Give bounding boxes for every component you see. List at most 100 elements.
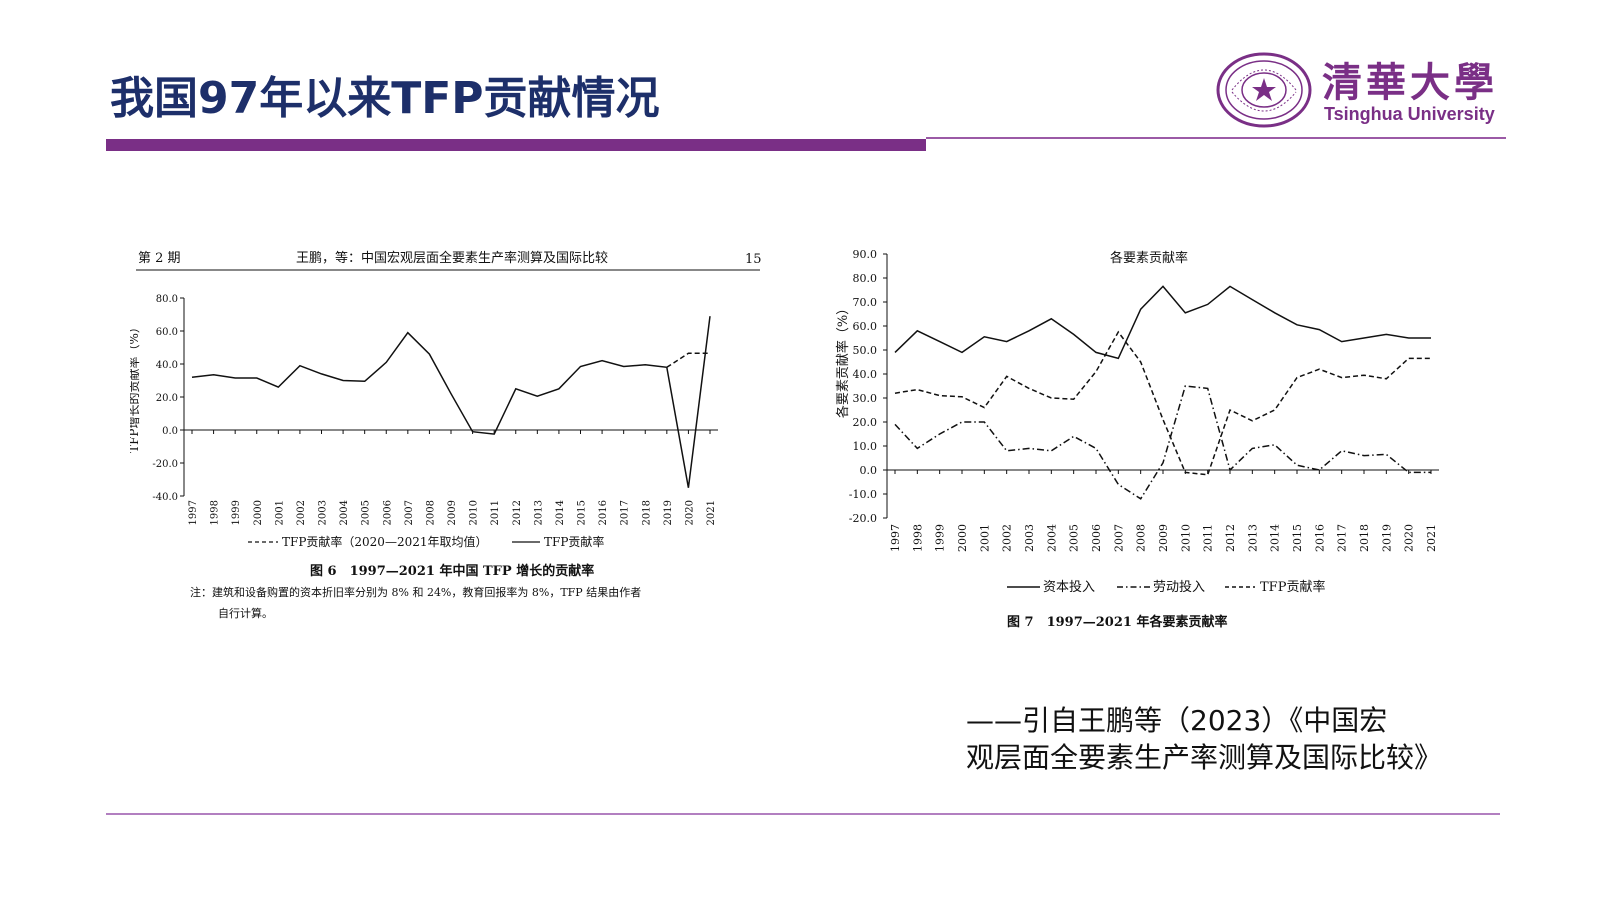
x-tick-label: 2001 — [274, 500, 285, 525]
chart-factor-contribution: 各要素贡献率 各要素贡献率（%） 90.0 80.0 70.0 60.0 50.0 40.… — [835, 248, 1439, 630]
citation-line1: ——引自王鹏等（2023）《中国宏 — [966, 704, 1388, 737]
x-tick-label: 2010 — [469, 500, 480, 525]
series-line-dashed — [894, 330, 1431, 476]
axes: 90.0 80.0 70.0 60.0 50.0 40.0 30.0 20.0 10.0 0.0 -… — [849, 248, 1439, 552]
x-tick-label: 2016 — [1313, 524, 1326, 552]
x-tick-label: 2000 — [253, 500, 264, 525]
x-tick-label: 2000 — [956, 524, 969, 552]
university-logo: 清華大學 Tsinghua University — [1216, 50, 1516, 130]
y-tick-label: -20.0 — [152, 459, 178, 470]
x-tick-label: 2009 — [1157, 524, 1170, 552]
x-tick-label: 2018 — [1358, 524, 1371, 552]
legend-label-tfp: TFP贡献率 — [1260, 579, 1325, 595]
x-tick-label: 2010 — [1179, 524, 1192, 552]
logo-chinese-name: 清華大學 — [1322, 59, 1498, 106]
citation-text: ——引自王鹏等（2023）《中国宏 观层面全要素生产率测算及国际比较》 — [966, 702, 1506, 776]
footer-rule — [106, 813, 1500, 815]
legend-label-capital: 资本投入 — [1043, 579, 1095, 595]
x-tick-label: 2004 — [339, 500, 350, 525]
x-tick-label: 2012 — [512, 500, 523, 525]
y-tick-label: 40.0 — [156, 360, 178, 371]
legend: 资本投入 劳动投入 TFP贡献率 — [1007, 579, 1325, 595]
x-tick-label: 1998 — [210, 500, 221, 525]
figure-note-line2: 自行计算。 — [218, 606, 273, 620]
x-tick-label: 2007 — [404, 500, 415, 525]
x-tick-label: 2008 — [1135, 524, 1148, 552]
figure-note-line1: 注：建筑和设备购置的资本折旧率分别为 8% 和 24%，教育回报率为 8%，TF… — [190, 585, 641, 599]
title-underline-thick — [106, 139, 926, 151]
x-tick-label: 2017 — [1336, 524, 1349, 552]
x-tick-label: 2014 — [1269, 524, 1282, 552]
y-tick-label: 0.0 — [860, 464, 878, 477]
y-tick-label: 20.0 — [156, 393, 178, 404]
x-tick-label: 1999 — [934, 524, 947, 552]
y-tick-label: 20.0 — [853, 416, 878, 429]
x-tick-label: 1998 — [911, 524, 924, 552]
x-tick-label: 2001 — [978, 524, 991, 552]
x-tick-label: 2005 — [1068, 524, 1081, 552]
x-tick-label: 1999 — [231, 500, 242, 525]
x-tick-label: 2012 — [1224, 524, 1237, 552]
logo-english-name: Tsinghua University — [1324, 104, 1495, 124]
y-tick-label: 80.0 — [853, 272, 878, 285]
x-tick-label: 2005 — [361, 500, 372, 525]
x-tick-label: 2021 — [706, 500, 717, 525]
x-tick-label: 2013 — [533, 500, 544, 525]
x-tick-label: 2003 — [318, 500, 329, 525]
y-tick-label: 40.0 — [853, 368, 878, 381]
x-tick-label: 2020 — [1403, 524, 1416, 552]
citation-line2: 观层面全要素生产率测算及国际比较》 — [966, 741, 1443, 774]
series-line-dashed — [666, 352, 710, 368]
y-tick-label: 10.0 — [853, 440, 878, 453]
x-tick-label: 2015 — [1291, 524, 1304, 552]
figure-caption: 图 7 1997—2021 年各要素贡献率 — [1007, 614, 1227, 630]
x-tick-label: 2015 — [577, 500, 588, 525]
x-tick-label: 2002 — [1001, 524, 1014, 552]
x-tick-label: 2006 — [382, 500, 393, 525]
y-axis-label: TFP增长的贡献率（%） — [130, 321, 141, 453]
x-tick-label: 2013 — [1246, 524, 1259, 552]
x-tick-label: 2007 — [1112, 524, 1125, 552]
axes: 80.0 60.0 40.0 20.0 0.0 -20.0 -40.0 1997 1998 199… — [152, 294, 718, 525]
y-axis-label: 各要素贡献率（%） — [835, 302, 851, 418]
x-tick-label: 2019 — [663, 500, 674, 525]
series-lines — [894, 285, 1431, 500]
y-tick-label: -20.0 — [849, 512, 877, 525]
series-line-solid — [191, 316, 711, 488]
x-tick-label: 2011 — [490, 500, 501, 525]
chart-tfp-contribution: 第 2 期 王鹏，等：中国宏观层面全要素生产率测算及国际比较 15 TFP增长的… — [126, 250, 762, 620]
x-tick-label: 2021 — [1425, 524, 1438, 552]
x-tick-label: 2019 — [1380, 524, 1393, 552]
x-tick-label: 2006 — [1090, 524, 1103, 552]
series-line-solid — [894, 285, 1431, 360]
y-tick-label: -10.0 — [849, 488, 877, 501]
y-tick-label: 30.0 — [853, 392, 878, 405]
y-tick-label: 80.0 — [156, 294, 178, 305]
x-tick-label: 2020 — [684, 500, 695, 525]
series-lines — [191, 316, 711, 488]
figure-6-tfp-contribution: 第 2 期 王鹏，等：中国宏观层面全要素生产率测算及国际比较 15 TFP增长的… — [126, 250, 790, 650]
y-tick-label: 90.0 — [853, 250, 878, 261]
x-tick-label: 2009 — [447, 500, 458, 525]
figure-7-factor-contribution: 各要素贡献率 各要素贡献率（%） 90.0 80.0 70.0 60.0 50.0 40.… — [835, 248, 1495, 660]
y-tick-label: 60.0 — [853, 320, 878, 333]
x-tick-label: 2002 — [296, 500, 307, 525]
x-tick-label: 1997 — [889, 524, 902, 552]
y-tick-label: -40.0 — [152, 492, 178, 503]
legend: TFP贡献率（2020—2021年取均值） TFP贡献率 — [248, 534, 604, 549]
x-tick-label: 2018 — [641, 500, 652, 525]
figure-caption: 图 6 1997—2021 年中国 TFP 增长的贡献率 — [310, 563, 594, 579]
x-tick-label: 2017 — [620, 500, 631, 525]
legend-label-solid: TFP贡献率 — [544, 534, 604, 549]
x-tick-label: 2003 — [1023, 524, 1036, 552]
x-tick-label: 2011 — [1202, 524, 1215, 552]
x-tick-label: 2016 — [598, 500, 609, 525]
series-line-dashdot — [894, 385, 1431, 500]
page-issue: 第 2 期 — [138, 251, 181, 266]
y-tick-label: 70.0 — [853, 296, 878, 309]
title-underline-thin — [926, 137, 1506, 139]
x-tick-label: 2008 — [425, 500, 436, 525]
page-header-title: 王鹏，等：中国宏观层面全要素生产率测算及国际比较 — [296, 250, 608, 266]
page-number: 15 — [745, 252, 762, 267]
y-tick-label: 0.0 — [162, 426, 178, 437]
